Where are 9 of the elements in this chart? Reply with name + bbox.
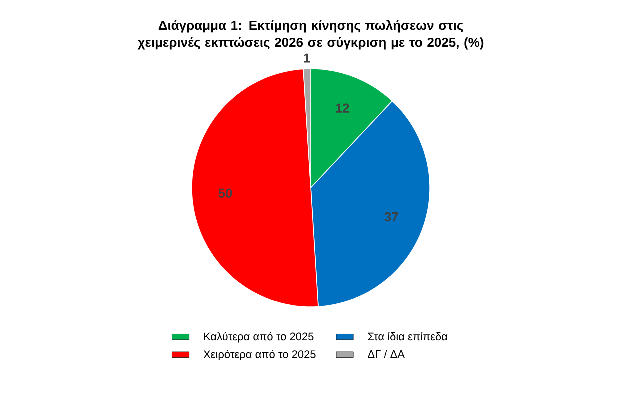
data-label: 50 — [218, 188, 232, 198]
legend-label: ΔΓ / ΔΑ — [368, 350, 405, 358]
legend-label: Καλύτερα από το 2025 — [204, 332, 314, 343]
data-label: 37 — [384, 212, 398, 222]
data-label: 12 — [336, 104, 350, 113]
data-label: 1 — [304, 54, 310, 63]
chart-title: Διάγραμμα 1: Εκτίμηση κίνησης πωλήσεων στις χειμερινές εκπτώσεις 2026 σε σύγκριση με το 2025, (%) — [138, 20, 484, 50]
legend-label: Χειρότερα από το 2025 — [204, 350, 316, 361]
legend-label: Στα ίδια επίπεδα — [368, 332, 448, 341]
